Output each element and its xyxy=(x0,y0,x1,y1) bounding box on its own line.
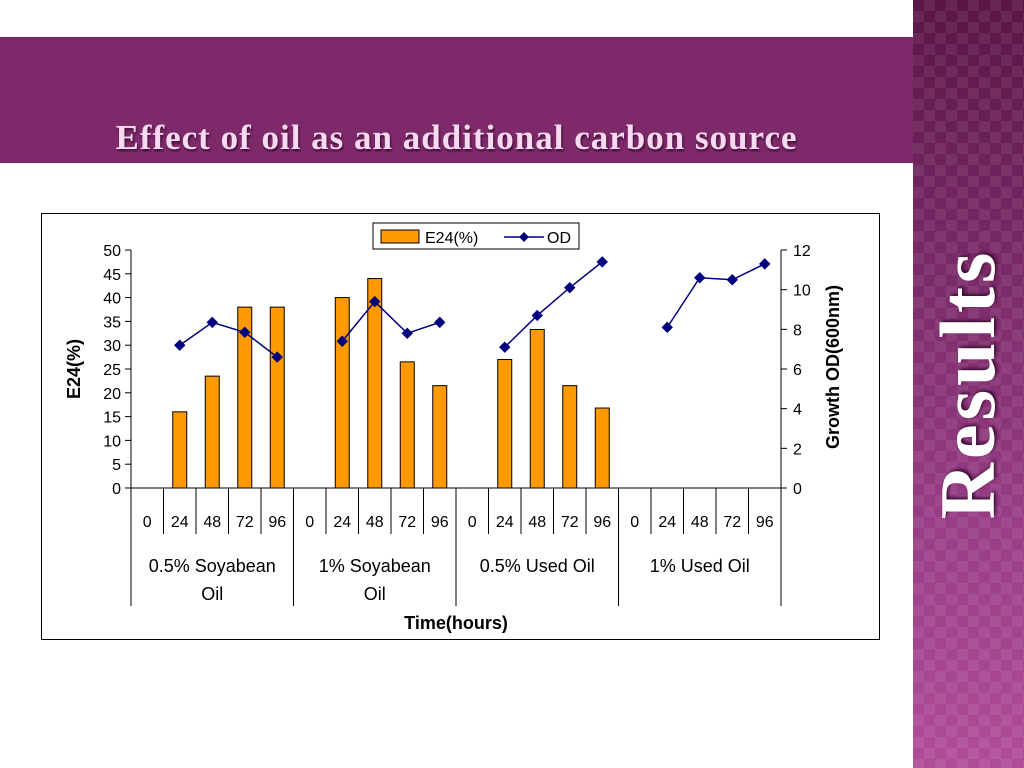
bar xyxy=(172,411,188,489)
group-label: 0.5% Used Oil xyxy=(480,556,595,576)
bar xyxy=(399,361,415,489)
od-point xyxy=(661,321,673,334)
od-point xyxy=(499,341,511,353)
x-tick-label: 24 xyxy=(658,514,676,531)
od-line-segment xyxy=(179,321,278,358)
y2-tick-label: 12 xyxy=(793,243,811,260)
y-tick-label: 35 xyxy=(103,314,121,331)
od-point xyxy=(174,339,186,351)
y2-tick-label: 10 xyxy=(793,283,811,300)
od-point xyxy=(531,309,543,322)
x-tick-label: 96 xyxy=(268,514,286,531)
od-line-segment xyxy=(341,300,440,342)
y-tick-label: 45 xyxy=(103,267,121,284)
bar-series xyxy=(172,278,610,489)
bar xyxy=(594,407,610,489)
x-axis-title: Time(hours) xyxy=(404,613,508,633)
bar xyxy=(204,375,220,489)
x-tick-label: 48 xyxy=(691,514,709,531)
x-tick-label: 72 xyxy=(561,514,579,531)
bar xyxy=(562,385,578,489)
y-tick-label: 40 xyxy=(103,291,121,308)
x-tick-label: 72 xyxy=(398,514,416,531)
od-point xyxy=(759,258,771,270)
y-tick-label: 30 xyxy=(103,338,121,355)
x-tick-label: 0 xyxy=(305,514,314,531)
x-tick-label: 72 xyxy=(723,514,741,531)
x-tick-label: 24 xyxy=(333,514,351,531)
y-tick-label: 15 xyxy=(103,410,121,427)
od-point xyxy=(239,326,251,339)
od-line-segment xyxy=(504,261,603,348)
x-tick-label: 48 xyxy=(203,514,221,531)
x-tick-label: 48 xyxy=(528,514,546,531)
od-point xyxy=(434,316,446,329)
y-axis-title: E24(%) xyxy=(64,339,84,399)
x-tick-label: 96 xyxy=(756,514,774,531)
y-tick-label: 20 xyxy=(103,386,121,403)
bar xyxy=(432,385,448,489)
group-label: 1% Used Oil xyxy=(650,556,750,576)
bar xyxy=(269,306,285,489)
y-tick-label: 50 xyxy=(103,243,121,260)
group-label: 1% Soyabean xyxy=(319,556,431,576)
y2-axis-title: Growth OD(600nm) xyxy=(823,285,843,449)
y-tick-label: 0 xyxy=(112,481,121,498)
chart-frame: 0 5 10 15 20 25 30 35 40 45 50 0 2 4 6 8 10 12 0 24 48 72 96 0… xyxy=(41,213,880,640)
title-banner xyxy=(0,37,913,163)
x-tick-label: 72 xyxy=(236,514,254,531)
y2-tick-label: 0 xyxy=(793,481,802,498)
group-label: Oil xyxy=(364,584,386,604)
x-tick-label: 96 xyxy=(593,514,611,531)
x-tick-label: 0 xyxy=(143,514,152,531)
legend-marker xyxy=(519,232,529,242)
bar xyxy=(334,297,350,489)
od-point xyxy=(726,274,738,286)
chart-labels: 0 24 48 72 96 0 24 48 72 96 0 24 48 72 96 0 24 48 72 960.5%… xyxy=(64,285,843,633)
group-label: 0.5% Soyabean xyxy=(149,556,276,576)
x-tick-label: 48 xyxy=(366,514,384,531)
slide-title: Effect of oil as an additional carbon so… xyxy=(115,118,798,157)
bar xyxy=(529,328,545,489)
legend-bar-swatch xyxy=(380,229,420,244)
od-point xyxy=(369,295,381,308)
y-tick-label: 5 xyxy=(112,457,121,474)
group-label: Oil xyxy=(201,584,223,604)
x-tick-label: 24 xyxy=(496,514,514,531)
od-point xyxy=(694,272,706,284)
line-series xyxy=(174,256,771,363)
side-label: Results xyxy=(924,248,1011,520)
x-tick-label: 0 xyxy=(630,514,639,531)
y-tick-label: 25 xyxy=(103,362,121,379)
od-point xyxy=(336,335,348,347)
od-point xyxy=(401,327,413,340)
x-tick-label: 96 xyxy=(431,514,449,531)
od-point xyxy=(206,316,218,329)
bar xyxy=(237,306,253,489)
od-point xyxy=(564,281,576,294)
chart-legend: E24(%) OD xyxy=(372,222,580,250)
y2-tick-label: 8 xyxy=(793,322,802,339)
bar xyxy=(497,358,513,489)
od-point xyxy=(596,256,608,268)
y2-tick-label: 2 xyxy=(793,441,802,458)
legend-label-line: OD xyxy=(547,230,571,247)
bar xyxy=(367,278,383,489)
od-point xyxy=(271,351,283,363)
legend-label-bar: E24(%) xyxy=(425,230,478,247)
y2-tick-label: 4 xyxy=(793,402,802,419)
y2-tick-label: 6 xyxy=(793,362,802,379)
od-line-segment xyxy=(666,263,766,328)
side-band xyxy=(913,0,1024,768)
x-tick-label: 0 xyxy=(468,514,477,531)
y-tick-label: 10 xyxy=(103,433,121,450)
x-tick-label: 24 xyxy=(171,514,189,531)
